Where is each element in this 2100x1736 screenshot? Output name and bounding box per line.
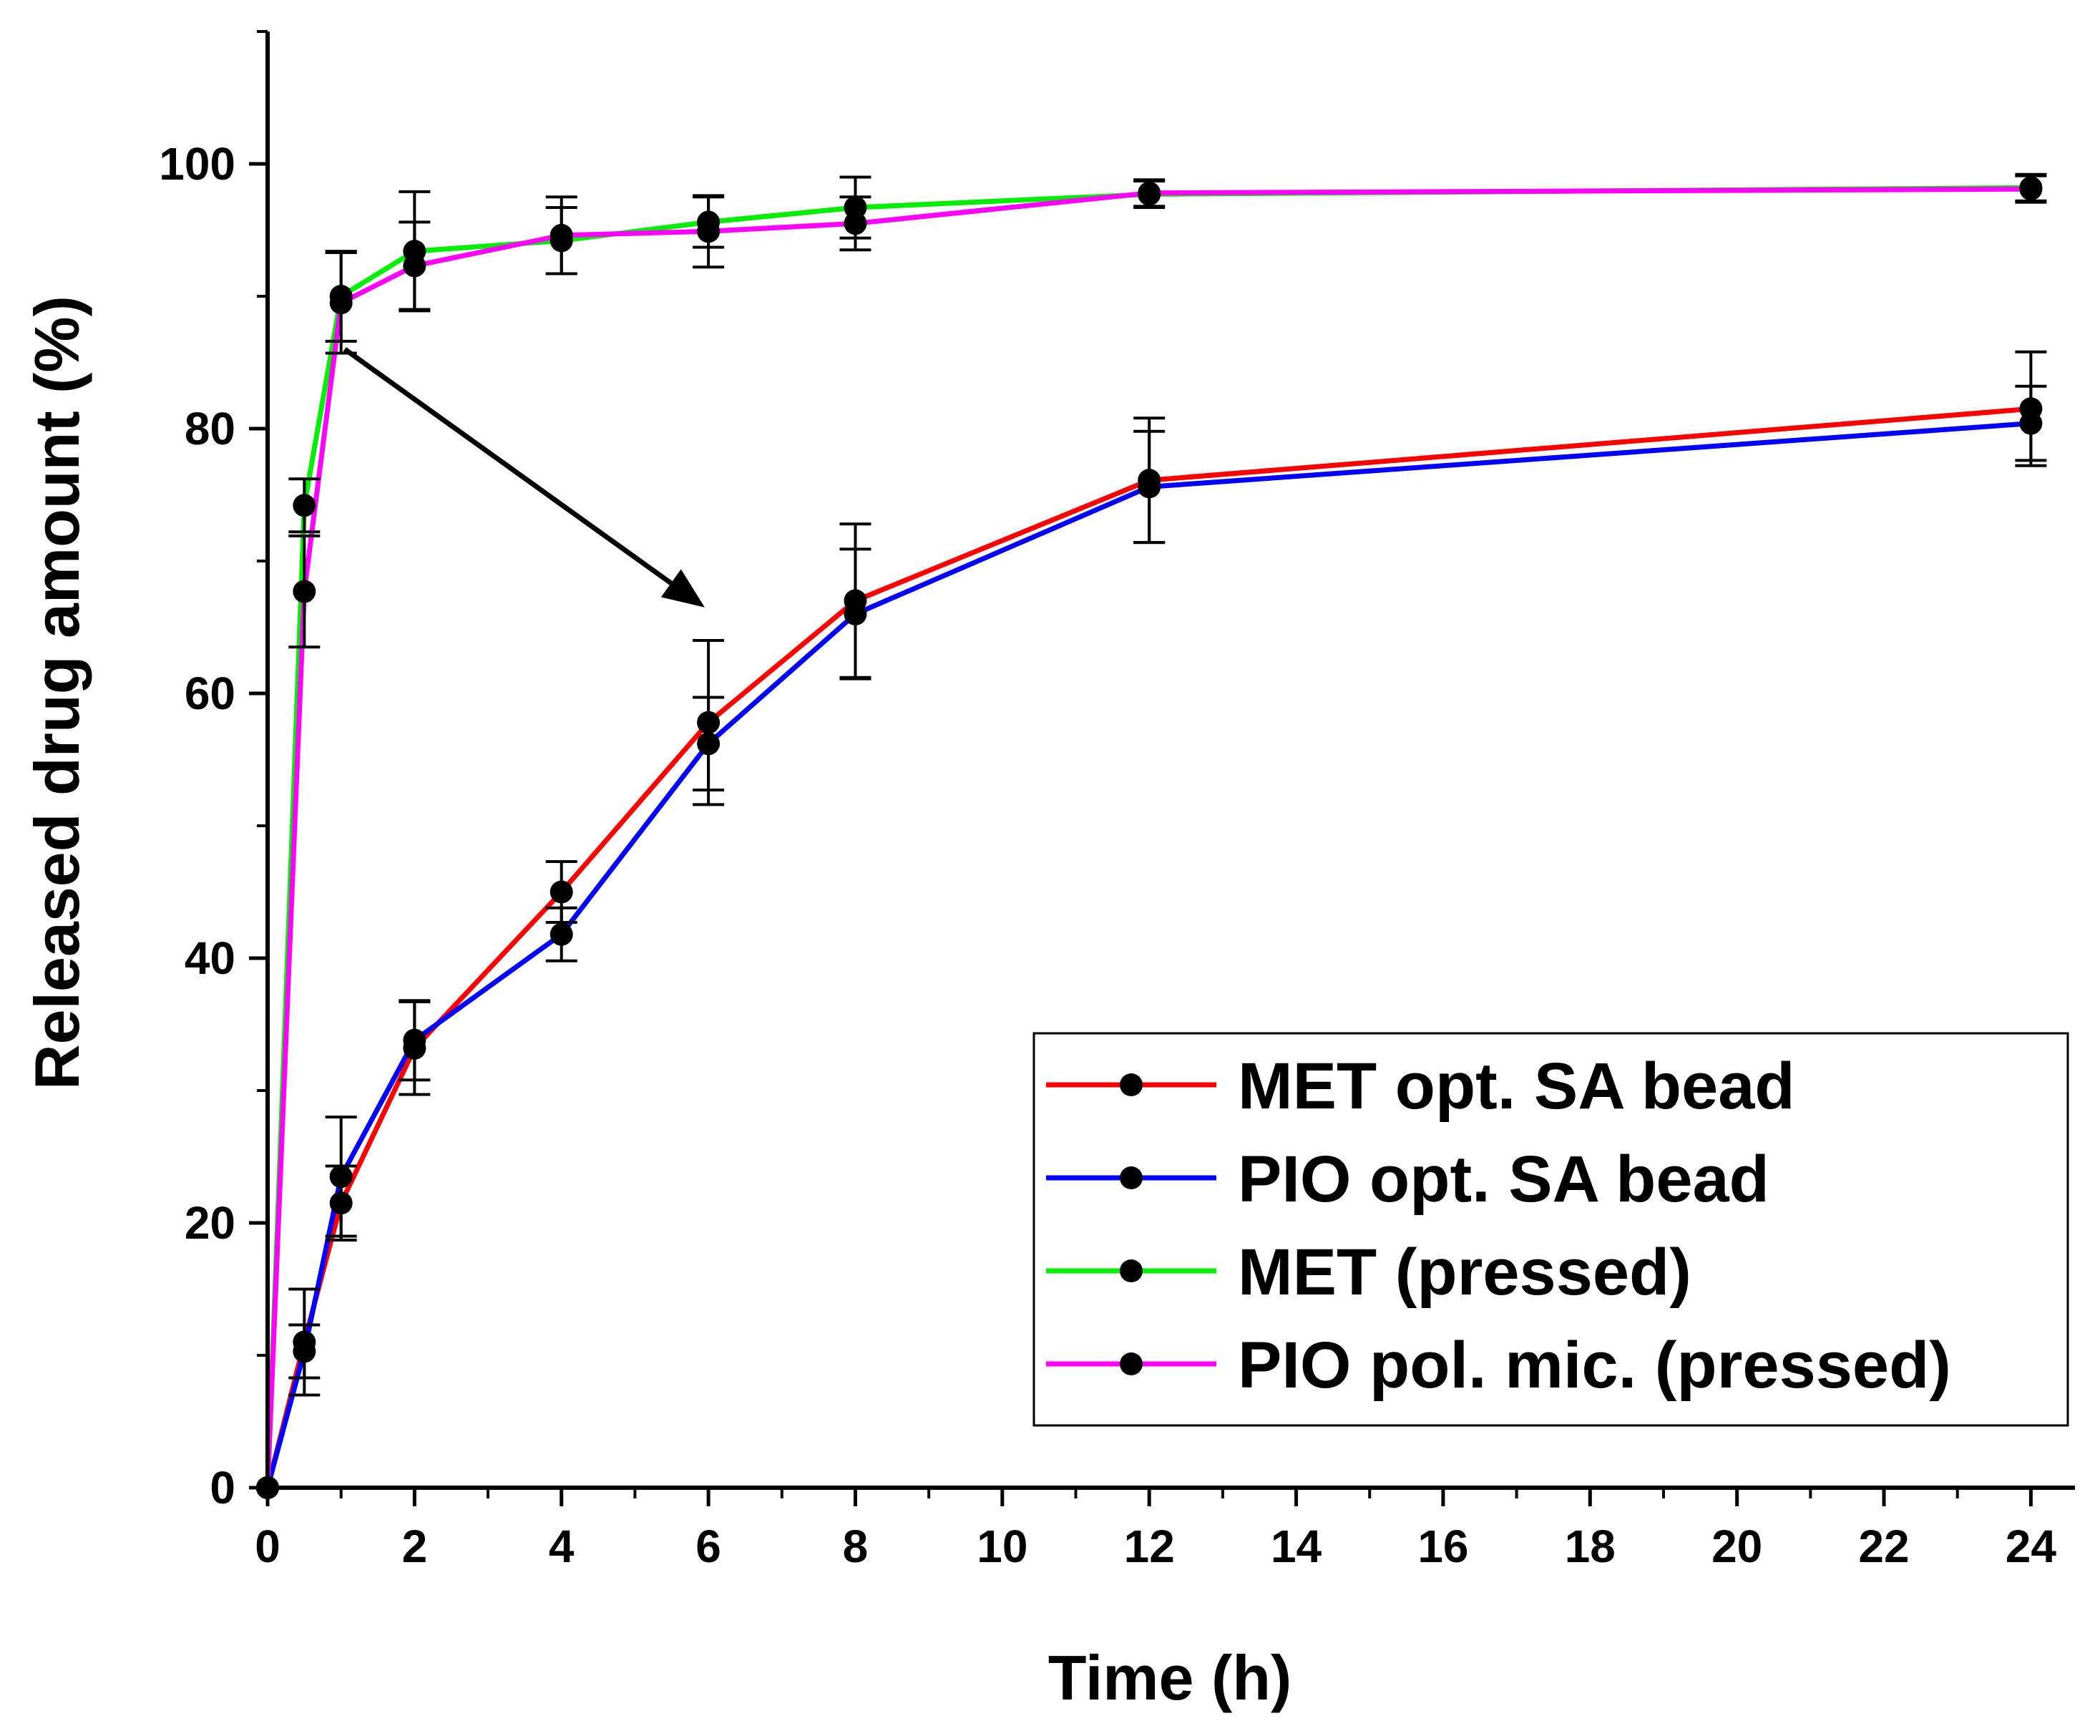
- y-tick-label: 60: [185, 668, 235, 719]
- data-point: [844, 196, 867, 220]
- x-tick-label: 14: [1271, 1521, 1322, 1572]
- errorbar-layer: [288, 172, 2047, 1397]
- x-tick-label: 10: [977, 1521, 1027, 1572]
- legend-label: PIO pol. mic. (pressed): [1238, 1329, 1951, 1402]
- data-point: [329, 1191, 353, 1215]
- data-point: [697, 732, 721, 756]
- legend-entry: PIO opt. SA bead: [1046, 1143, 1769, 1216]
- data-point: [550, 922, 573, 946]
- data-point: [293, 580, 316, 603]
- annotation-arrow-head: [660, 569, 705, 608]
- y-tick-label: 40: [185, 932, 235, 984]
- annotation-layer: [343, 347, 705, 608]
- data-point: [329, 1165, 353, 1189]
- legend-entry: PIO pol. mic. (pressed): [1046, 1329, 1951, 1402]
- legend-swatch-marker: [1120, 1073, 1143, 1096]
- x-ticks: 0 2 4 6 8 10 12 14 16 18 20 22 24: [255, 1488, 2056, 1572]
- legend-label: MET opt. SA bead: [1238, 1050, 1795, 1123]
- x-tick-label: 24: [2006, 1521, 2057, 1572]
- legend-entries: MET opt. SA bead PIO opt. SA bead MET (pre…: [1046, 1050, 1951, 1402]
- legend-swatch-marker: [1120, 1166, 1143, 1189]
- data-point: [2019, 177, 2043, 201]
- y-tick-label: 20: [185, 1197, 235, 1249]
- y-axis-title: Released drug amount (%): [21, 296, 92, 1090]
- data-point: [697, 711, 721, 734]
- x-tick-label: 22: [1858, 1521, 1909, 1572]
- x-tick-label: 2: [402, 1521, 428, 1572]
- annotation-arrow-shaft: [343, 347, 673, 585]
- data-point: [293, 1340, 316, 1363]
- legend-label: PIO opt. SA bead: [1238, 1143, 1769, 1216]
- y-tick-label: 100: [159, 138, 235, 190]
- data-point: [293, 494, 316, 517]
- x-tick-label: 18: [1565, 1521, 1616, 1572]
- x-tick-label: 0: [255, 1521, 280, 1572]
- legend-entry: MET opt. SA bead: [1046, 1050, 1795, 1123]
- legend-swatch-marker: [1120, 1259, 1143, 1282]
- marker-layer: [256, 176, 2043, 1499]
- legend: MET opt. SA bead PIO opt. SA bead MET (pre…: [1032, 1032, 2069, 1427]
- data-point: [844, 212, 867, 235]
- x-tick-label: 12: [1124, 1521, 1175, 1572]
- data-point: [2019, 411, 2043, 435]
- y-tick-label: 0: [210, 1462, 235, 1513]
- x-axis-title: Time (h): [1048, 1642, 1292, 1713]
- legend-label: MET (pressed): [1238, 1236, 1691, 1309]
- legend-swatch-marker: [1120, 1352, 1143, 1375]
- data-point: [403, 254, 426, 278]
- data-point: [550, 880, 573, 904]
- data-point: [697, 220, 721, 243]
- data-point: [550, 223, 573, 247]
- x-tick-label: 8: [843, 1521, 869, 1572]
- data-point: [844, 603, 867, 625]
- x-tick-label: 16: [1417, 1521, 1468, 1572]
- y-tick-label: 80: [185, 403, 235, 454]
- x-tick-label: 20: [1711, 1521, 1762, 1572]
- data-point: [1138, 475, 1161, 499]
- legend-entry: MET (pressed): [1046, 1236, 1691, 1309]
- data-point: [1138, 181, 1161, 205]
- x-tick-label: 6: [695, 1521, 721, 1572]
- x-tick-label: 4: [549, 1521, 575, 1572]
- data-point: [403, 1028, 426, 1052]
- legend-box: [1032, 1032, 2069, 1427]
- y-ticks: 0 20 40 60 80 100: [159, 30, 268, 1513]
- data-point: [329, 291, 353, 315]
